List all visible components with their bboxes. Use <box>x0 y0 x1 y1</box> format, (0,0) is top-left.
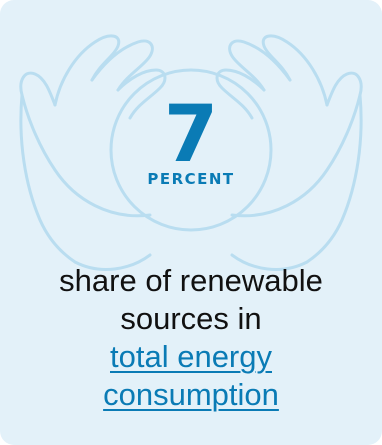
energy-consumption-link-line-2[interactable]: consumption <box>103 377 279 412</box>
energy-consumption-link-line-1[interactable]: total energy <box>110 339 272 374</box>
stat-description: share of renewable sources in total ener… <box>0 262 382 414</box>
stat-unit-label: PERCENT <box>147 170 235 188</box>
stat-value: 7 <box>163 90 219 180</box>
hands-holding-globe-icon <box>19 34 363 271</box>
description-line-2: sources in <box>120 301 262 336</box>
description-line-1: share of renewable <box>59 263 323 298</box>
